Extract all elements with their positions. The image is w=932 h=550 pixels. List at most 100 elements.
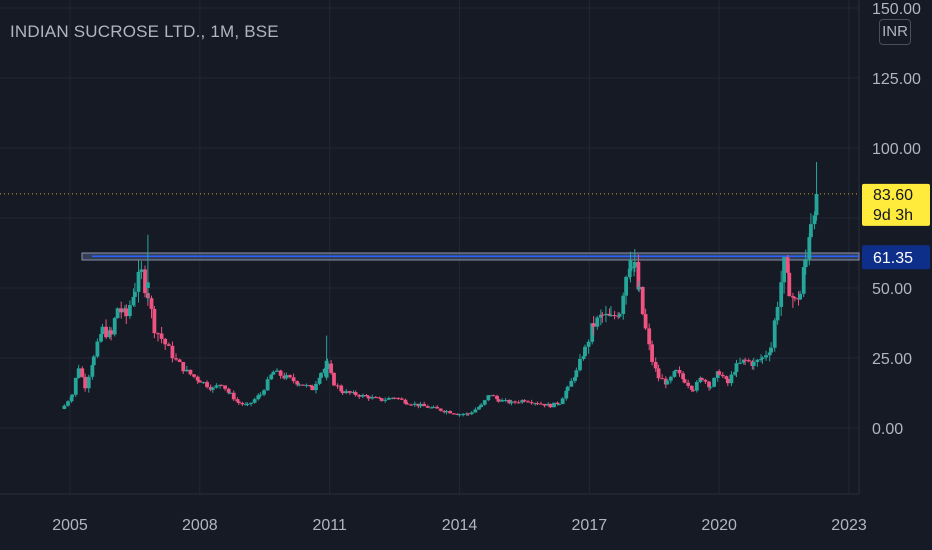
candle-body[interactable] (814, 193, 819, 216)
candle-body[interactable] (83, 376, 88, 389)
candle-body[interactable] (109, 330, 114, 335)
candle-body[interactable] (422, 403, 427, 407)
candle-body[interactable] (386, 398, 391, 400)
candle-body[interactable] (785, 257, 790, 273)
candle-body[interactable] (278, 370, 283, 376)
candle-body[interactable] (262, 390, 266, 395)
candle-body[interactable] (533, 403, 538, 405)
candle-body[interactable] (637, 286, 642, 290)
candle-body[interactable] (741, 359, 746, 363)
candle-body[interactable] (235, 399, 240, 402)
currency-button[interactable]: INR (879, 19, 911, 45)
candle-body[interactable] (513, 401, 517, 403)
candle-body[interactable] (698, 377, 703, 383)
candle-body[interactable] (724, 376, 729, 379)
candle-body[interactable] (708, 386, 713, 388)
candle-body[interactable] (429, 407, 434, 409)
candle-body[interactable] (686, 382, 691, 386)
candle-body[interactable] (340, 391, 345, 394)
candle-body[interactable] (487, 395, 492, 397)
candle-body[interactable] (357, 395, 362, 397)
candle-body[interactable] (560, 398, 565, 405)
candle-body[interactable] (734, 363, 739, 373)
candle-body[interactable] (62, 405, 67, 409)
candle-body[interactable] (332, 372, 336, 386)
candle-body[interactable] (258, 394, 263, 396)
candle-body[interactable] (564, 390, 569, 399)
candle-body[interactable] (133, 291, 137, 297)
candle-body[interactable] (479, 404, 484, 408)
candle-body[interactable] (181, 362, 186, 372)
candle-body[interactable] (214, 385, 219, 388)
candle-body[interactable] (640, 286, 645, 315)
candle-body[interactable] (236, 401, 241, 403)
candle-body[interactable] (366, 396, 371, 399)
candle-body[interactable] (539, 403, 543, 405)
candle-body[interactable] (555, 402, 560, 405)
candle-body[interactable] (231, 392, 236, 400)
candle-body[interactable] (751, 361, 756, 366)
candle-body[interactable] (707, 381, 711, 388)
candle-body[interactable] (790, 296, 795, 298)
candle-body[interactable] (438, 408, 443, 411)
candle-body[interactable] (210, 387, 215, 390)
candle-body[interactable] (353, 392, 358, 396)
candle-body[interactable] (66, 401, 70, 406)
candle-body[interactable] (668, 376, 673, 381)
candle-body[interactable] (119, 308, 124, 313)
candle-body[interactable] (297, 384, 302, 386)
candle-body[interactable] (682, 379, 687, 383)
candle-body[interactable] (548, 403, 553, 408)
candle-body[interactable] (725, 378, 730, 384)
candle-body[interactable] (482, 400, 487, 405)
candle-body[interactable] (660, 378, 665, 380)
candle-body[interactable] (69, 396, 74, 402)
candle-body[interactable] (152, 308, 157, 334)
candle-body[interactable] (689, 385, 694, 390)
candle-body[interactable] (219, 384, 224, 386)
candle-body[interactable] (252, 399, 257, 403)
candle-body[interactable] (136, 271, 141, 292)
candle-body[interactable] (205, 382, 209, 388)
candle-body[interactable] (223, 385, 227, 389)
candle-body[interactable] (801, 267, 806, 294)
candle-body[interactable] (409, 404, 414, 406)
candle-body[interactable] (435, 406, 440, 409)
candle-body[interactable] (442, 410, 447, 413)
candle-body[interactable] (466, 413, 471, 415)
candle-body[interactable] (520, 400, 525, 403)
candle-body[interactable] (507, 399, 512, 404)
candle-body[interactable] (240, 402, 245, 405)
candle-body[interactable] (80, 368, 85, 377)
candle-body[interactable] (636, 261, 641, 290)
candle-body[interactable] (360, 395, 365, 397)
candle-body[interactable] (522, 400, 527, 402)
candle-body[interactable] (779, 282, 784, 307)
candle-body[interactable] (228, 392, 233, 394)
candle-body[interactable] (699, 377, 704, 380)
candle-body[interactable] (418, 403, 423, 407)
candle-body[interactable] (672, 371, 677, 377)
candle-body[interactable] (656, 368, 661, 379)
candle-body[interactable] (607, 313, 612, 316)
candle-body[interactable] (149, 298, 154, 309)
candle-body[interactable] (301, 384, 305, 386)
candle-body[interactable] (769, 347, 773, 353)
candle-body[interactable] (772, 320, 777, 348)
candle-body[interactable] (542, 403, 547, 406)
candle-body[interactable] (569, 380, 574, 387)
candle-body[interactable] (405, 403, 410, 405)
candle-body[interactable] (703, 379, 708, 382)
candle-body[interactable] (416, 403, 421, 407)
candle-body[interactable] (112, 318, 117, 335)
candle-body[interactable] (598, 314, 603, 318)
candle-body[interactable] (746, 360, 751, 362)
candle-body[interactable] (226, 388, 231, 393)
candle-body[interactable] (491, 395, 496, 397)
candle-body[interactable] (310, 385, 315, 391)
candle-body[interactable] (308, 385, 313, 387)
candle-body[interactable] (812, 215, 817, 225)
candle-body[interactable] (764, 355, 768, 358)
candle-body[interactable] (557, 404, 561, 406)
